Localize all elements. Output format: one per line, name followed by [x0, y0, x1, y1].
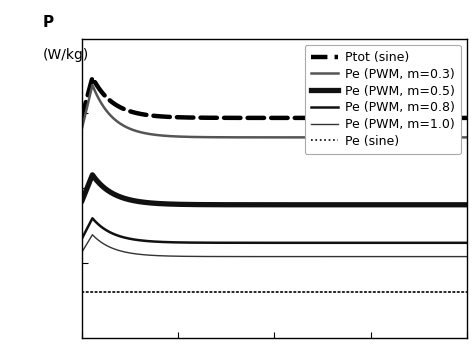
Text: P: P — [43, 14, 54, 30]
Text: (W/kg): (W/kg) — [43, 48, 89, 61]
Legend: Ptot (sine), Pe (PWM, m=0.3), Pe (PWM, m=0.5), Pe (PWM, m=0.8), Pe (PWM, m=1.0),: Ptot (sine), Pe (PWM, m=0.3), Pe (PWM, m… — [305, 45, 461, 154]
